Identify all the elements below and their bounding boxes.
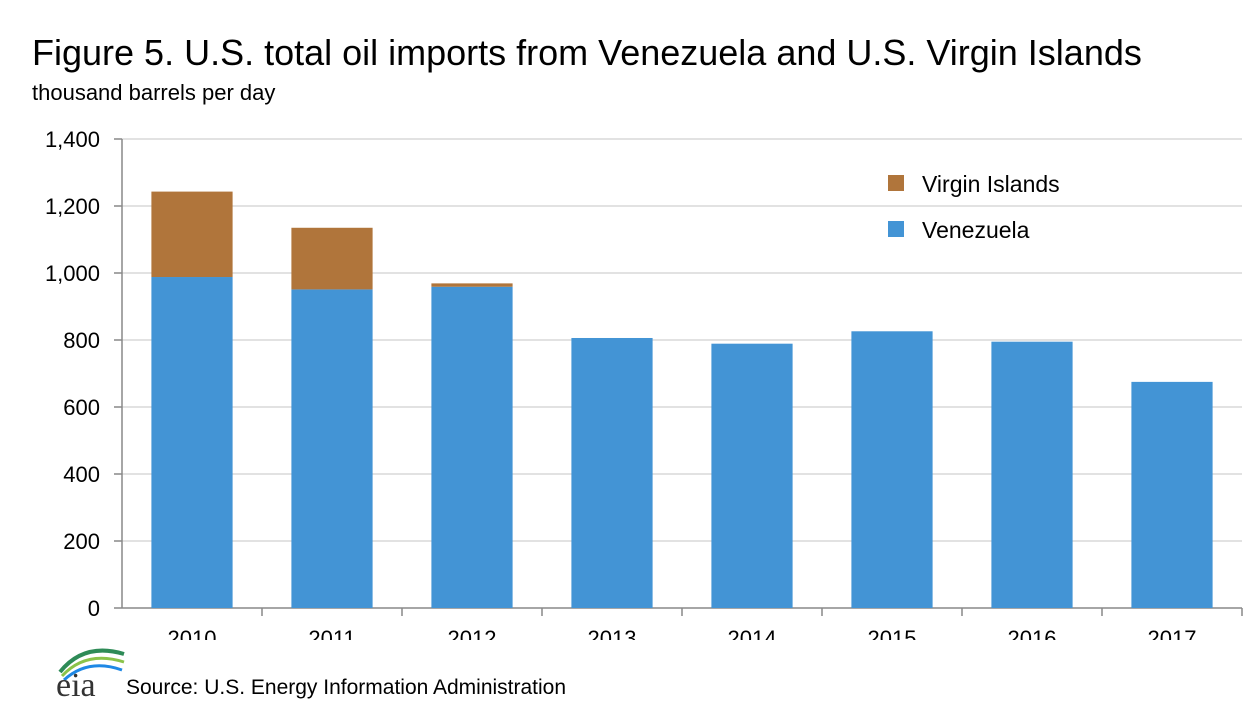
bar-venezuela bbox=[291, 289, 373, 608]
chart-subtitle: thousand barrels per day bbox=[32, 80, 276, 105]
source-note: Source: U.S. Energy Information Administ… bbox=[126, 676, 567, 699]
y-tick-label: 400 bbox=[63, 462, 100, 487]
y-tick-label: 600 bbox=[63, 395, 100, 420]
bar-virgin-islands bbox=[431, 283, 513, 287]
chart-title: Figure 5. U.S. total oil imports from Ve… bbox=[32, 32, 1142, 73]
bar-venezuela bbox=[991, 341, 1073, 608]
x-tick-label: 2017 bbox=[1148, 626, 1197, 640]
bar-venezuela bbox=[571, 337, 653, 608]
bar-venezuela bbox=[711, 343, 793, 608]
bar-chart: 0 200 400 600 800 1,000 1,200 1,400 2010 2011 2012… bbox=[45, 127, 1243, 640]
y-tick-label: 1,400 bbox=[45, 127, 100, 152]
x-tick-label: 2015 bbox=[868, 626, 917, 640]
x-tick-label: 2010 bbox=[168, 626, 217, 640]
x-tick-label: 2013 bbox=[588, 626, 637, 640]
bar-venezuela bbox=[1131, 381, 1213, 608]
bar-venezuela bbox=[151, 277, 233, 608]
logo-text: eia bbox=[56, 667, 96, 702]
y-tick-label: 1,200 bbox=[45, 194, 100, 219]
y-tick-label: 1,000 bbox=[45, 261, 100, 286]
bar-venezuela bbox=[851, 331, 933, 608]
x-tick-label: 2011 bbox=[308, 626, 355, 640]
y-tick-label: 200 bbox=[63, 529, 100, 554]
y-tick-label: 800 bbox=[63, 328, 100, 353]
x-tick-label: 2014 bbox=[728, 626, 777, 640]
bar-virgin-islands bbox=[291, 227, 373, 290]
x-tick-label: 2012 bbox=[448, 626, 497, 640]
legend-swatch bbox=[888, 175, 904, 191]
bar-venezuela bbox=[431, 286, 513, 608]
y-tick-label: 0 bbox=[88, 596, 100, 621]
bar-virgin-islands bbox=[151, 191, 233, 278]
x-tick-label: 2016 bbox=[1008, 626, 1057, 640]
eia-logo: eia bbox=[56, 648, 125, 702]
legend-swatch bbox=[888, 221, 904, 237]
legend-label: Venezuela bbox=[922, 217, 1030, 243]
legend-label: Virgin Islands bbox=[922, 171, 1060, 197]
